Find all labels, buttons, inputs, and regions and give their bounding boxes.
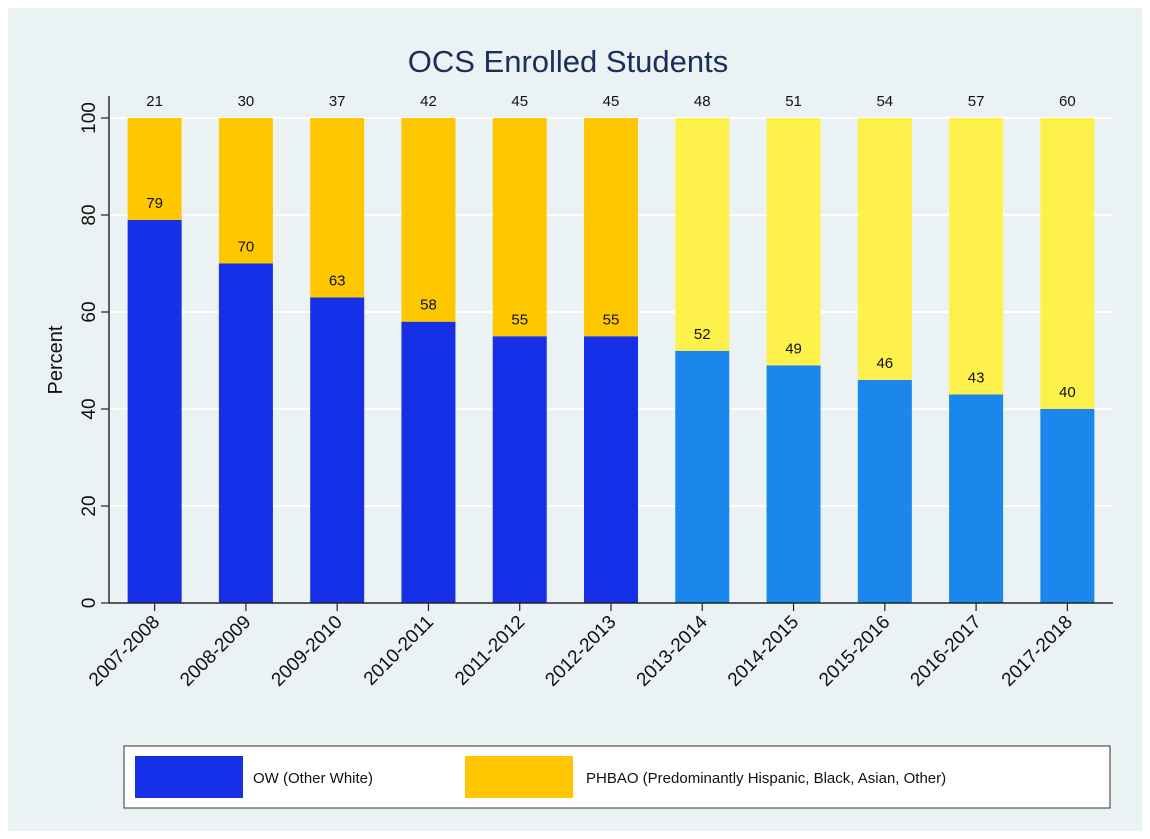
bar-phbao <box>675 118 730 351</box>
data-label-ow: 55 <box>511 311 528 328</box>
legend-box <box>123 745 1111 809</box>
data-label-phbao: 54 <box>876 93 893 110</box>
bar-ow <box>401 321 456 603</box>
data-label-phbao: 60 <box>1059 93 1076 110</box>
bar-phbao <box>766 118 821 366</box>
y-tick-label: 40 <box>79 398 100 419</box>
data-label-ow: 55 <box>603 311 620 328</box>
data-label-phbao: 30 <box>238 93 255 110</box>
bar-ow <box>766 365 821 603</box>
x-tick-label: 2010-2011 <box>360 612 438 690</box>
y-tick-label: 0 <box>79 598 100 609</box>
data-label-phbao: 57 <box>968 93 985 110</box>
data-label-ow: 52 <box>694 326 711 343</box>
x-tick-label: 2015-2016 <box>815 612 894 691</box>
x-ticks: 2007-2008 2008-2009 2009-2010 2010-2011 2011… <box>85 603 1077 691</box>
legend-label-ow: OW (Other White) <box>253 770 373 787</box>
bar-ow <box>675 350 730 603</box>
x-tick-label: 2013-2014 <box>633 611 712 690</box>
y-ticks: 0 20 40 60 80 100 <box>79 102 109 608</box>
y-tick-label: 60 <box>79 301 100 322</box>
x-tick-label: 2008-2009 <box>176 612 255 691</box>
bar-phbao <box>127 118 182 220</box>
data-label-ow: 63 <box>329 272 346 289</box>
bar-phbao <box>492 118 547 337</box>
y-tick-label: 80 <box>79 204 100 225</box>
data-label-phbao: 42 <box>420 93 437 110</box>
x-tick-label: 2017-2018 <box>998 612 1077 691</box>
data-label-ow: 79 <box>146 195 163 212</box>
legend-swatch-ow <box>135 756 243 798</box>
bars: 79 21 70 30 63 37 58 42 55 45 55 45 52 48 49 51 46 54 43 57… <box>127 93 1095 603</box>
bar-phbao <box>218 118 273 264</box>
legend: OW (Other White) PHBAO (Predominantly Hi… <box>123 745 1111 809</box>
x-tick-label: 2011-2012 <box>451 612 529 690</box>
data-label-ow: 46 <box>876 355 893 372</box>
bar-ow <box>218 263 273 603</box>
bar-phbao <box>584 118 638 337</box>
data-label-ow: 49 <box>785 340 802 357</box>
data-label-phbao: 45 <box>511 93 528 110</box>
data-label-phbao: 45 <box>603 93 620 110</box>
stacked-bar-chart: OCS Enrolled Students 79 21 70 30 63 37 58 42 55… <box>45 44 1113 809</box>
bar-ow <box>949 394 1004 603</box>
y-axis-label: Percent <box>45 325 67 394</box>
bar-phbao <box>857 118 912 380</box>
y-tick-label: 20 <box>79 495 100 516</box>
data-label-ow: 43 <box>968 369 985 386</box>
bar-ow <box>584 336 638 603</box>
x-tick-label: 2009-2010 <box>268 612 347 691</box>
legend-label-phbao: PHBAO (Predominantly Hispanic, Black, As… <box>586 770 946 787</box>
data-label-ow: 70 <box>238 239 255 256</box>
data-label-ow: 40 <box>1059 384 1076 401</box>
legend-swatch-phbao <box>465 756 573 798</box>
data-label-phbao: 37 <box>329 93 346 110</box>
bar-phbao <box>310 118 365 298</box>
bar-phbao <box>401 118 456 322</box>
x-tick-label: 2007-2008 <box>85 612 164 691</box>
bar-ow <box>127 219 182 603</box>
data-label-phbao: 48 <box>694 93 711 110</box>
data-label-ow: 58 <box>420 297 437 314</box>
bar-phbao <box>949 118 1004 395</box>
bar-ow <box>1040 409 1095 603</box>
x-tick-label: 2016-2017 <box>907 612 986 691</box>
data-label-phbao: 51 <box>785 93 802 110</box>
bar-ow <box>857 379 912 603</box>
bar-ow <box>310 297 365 603</box>
data-label-phbao: 21 <box>146 93 163 110</box>
bar-phbao <box>1040 118 1095 409</box>
x-tick-label: 2012-2013 <box>541 612 620 691</box>
bar-ow <box>492 336 547 603</box>
chart-frame: OCS Enrolled Students 79 21 70 30 63 37 58 42 55… <box>8 8 1142 831</box>
y-tick-label: 100 <box>79 102 100 134</box>
x-tick-label: 2014-2015 <box>724 612 803 691</box>
chart-title: OCS Enrolled Students <box>408 44 729 79</box>
